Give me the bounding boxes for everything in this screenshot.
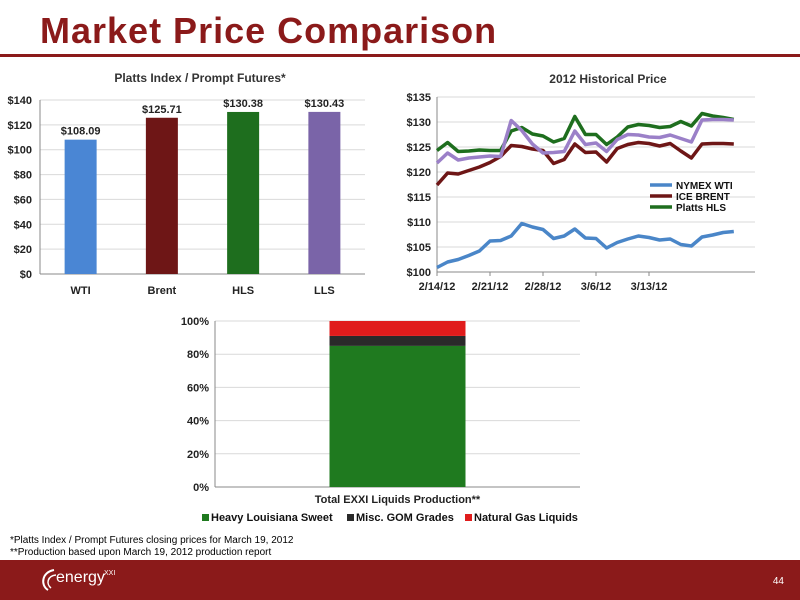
platts-category-label: LLS bbox=[314, 285, 335, 297]
historical-xtick-label: 3/6/12 bbox=[581, 281, 612, 293]
historical-ytick-label: $105 bbox=[407, 242, 431, 254]
company-logo: energy XXI bbox=[38, 567, 118, 593]
legend-label: Platts HLS bbox=[676, 203, 726, 214]
platts-bar-wti bbox=[64, 139, 97, 274]
production-legend-label: Natural Gas Liquids bbox=[474, 512, 578, 524]
production-ytick-label: 20% bbox=[187, 449, 209, 461]
title-divider bbox=[0, 54, 800, 57]
historical-ytick-label: $120 bbox=[407, 167, 431, 179]
footer-bar bbox=[0, 560, 800, 600]
historical-ytick-label: $100 bbox=[407, 267, 431, 279]
historical-ytick-label: $110 bbox=[407, 217, 431, 229]
platts-data-label: $108.09 bbox=[61, 126, 101, 138]
platts-ytick-label: $40 bbox=[14, 219, 32, 231]
logo-swoosh-icon bbox=[42, 569, 57, 591]
production-legend-label: Misc. GOM Grades bbox=[356, 512, 454, 524]
platts-data-label: $130.43 bbox=[304, 98, 344, 110]
platts-data-label: $130.38 bbox=[223, 98, 263, 110]
platts-bar-brent bbox=[145, 117, 178, 274]
legend-label: NYMEX WTI bbox=[676, 181, 733, 192]
production-ytick-label: 40% bbox=[187, 416, 209, 428]
production-segment-heavy-louisiana-sweet bbox=[329, 345, 466, 487]
platts-ytick-label: $120 bbox=[8, 120, 32, 132]
footnote-production: **Production based upon March 19, 2012 p… bbox=[10, 547, 272, 558]
production-legend-swatch bbox=[202, 514, 209, 521]
historical-ytick-label: $125 bbox=[407, 142, 431, 154]
production-segment-misc-gom-grades bbox=[329, 335, 466, 346]
production-segment-natural-gas-liquids bbox=[329, 321, 466, 336]
series-line-nymex-wti bbox=[436, 221, 734, 270]
historical-xtick-label: 2/14/12 bbox=[419, 281, 456, 293]
historical-xtick-label: 2/21/12 bbox=[472, 281, 509, 293]
production-legend-label: Heavy Louisiana Sweet bbox=[211, 512, 333, 524]
platts-data-label: $125.71 bbox=[142, 104, 182, 116]
platts-category-label: Brent bbox=[148, 285, 177, 297]
series-line-platts-hls bbox=[435, 111, 735, 154]
platts-ytick-label: $80 bbox=[14, 170, 32, 182]
platts-ytick-label: $60 bbox=[14, 194, 32, 206]
production-ytick-label: 100% bbox=[181, 316, 209, 328]
production-legend-swatch bbox=[347, 514, 354, 521]
historical-chart-title: 2012 Historical Price bbox=[549, 72, 667, 86]
platts-chart-title: Platts Index / Prompt Futures* bbox=[114, 71, 286, 85]
platts-category-label: WTI bbox=[71, 285, 91, 297]
platts-ytick-label: $100 bbox=[8, 145, 32, 157]
footnote-prices: *Platts Index / Prompt Futures closing p… bbox=[10, 535, 294, 546]
historical-ytick-label: $130 bbox=[407, 117, 431, 129]
page-number: 44 bbox=[772, 576, 784, 587]
platts-ytick-label: $20 bbox=[14, 244, 32, 256]
historical-ytick-label: $115 bbox=[407, 192, 431, 204]
legend-label: ICE BRENT bbox=[676, 192, 730, 203]
production-ytick-label: 0% bbox=[193, 482, 209, 494]
historical-xtick-label: 2/28/12 bbox=[525, 281, 562, 293]
production-ytick-label: 60% bbox=[187, 382, 209, 394]
platts-ytick-label: $0 bbox=[20, 269, 32, 281]
production-legend-swatch bbox=[465, 514, 472, 521]
production-category-label: Total EXXI Liquids Production** bbox=[315, 494, 481, 506]
logo-text: energy bbox=[56, 569, 105, 586]
platts-bar-hls bbox=[227, 111, 260, 274]
page-title: Market Price Comparison bbox=[40, 10, 498, 51]
series-line-lls bbox=[435, 117, 734, 165]
platts-category-label: HLS bbox=[232, 285, 254, 297]
platts-ytick-label: $140 bbox=[8, 95, 32, 107]
production-ytick-label: 80% bbox=[187, 349, 209, 361]
series-line-ice-brent bbox=[435, 140, 734, 187]
historical-xtick-label: 3/13/12 bbox=[631, 281, 668, 293]
platts-bar-lls bbox=[308, 111, 341, 275]
logo-sup: XXI bbox=[104, 570, 116, 577]
historical-ytick-label: $135 bbox=[407, 92, 431, 104]
